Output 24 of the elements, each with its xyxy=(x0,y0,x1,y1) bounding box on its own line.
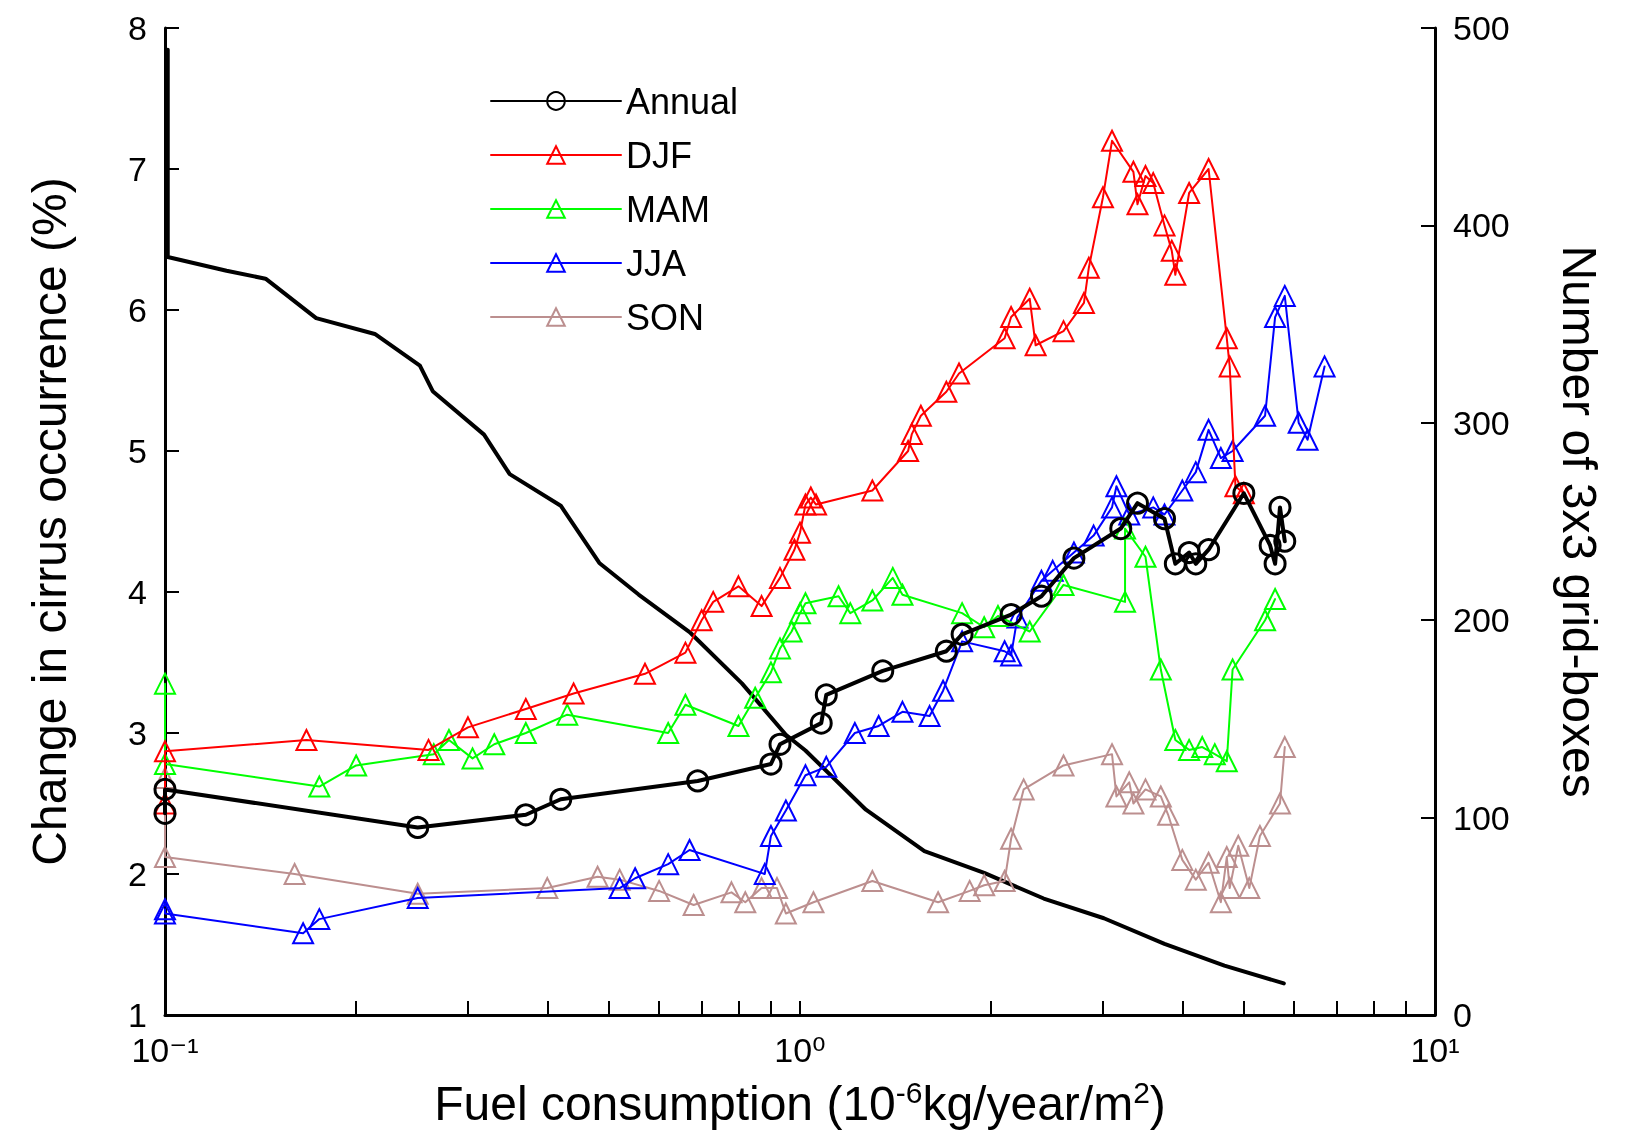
y2-tick-label: 100 xyxy=(1453,798,1510,837)
legend-label: Annual xyxy=(626,80,739,122)
legend-label: SON xyxy=(626,296,705,338)
y-axis-title: Change in cirrus occurrence (%) xyxy=(22,177,76,866)
y2-tick-label: 400 xyxy=(1453,206,1510,245)
legend-label: JJA xyxy=(626,242,687,284)
y2-tick-label: 500 xyxy=(1453,9,1510,47)
x-tick-label: 10¹ xyxy=(1410,1031,1460,1069)
y-tick-label: 1 xyxy=(128,996,147,1034)
y-tick-label: 8 xyxy=(128,9,147,47)
y-tick-label: 7 xyxy=(128,150,147,188)
y-tick-label: 4 xyxy=(128,573,147,611)
y-tick-label: 2 xyxy=(128,855,147,893)
y2-tick-label: 0 xyxy=(1453,996,1472,1034)
y2-tick-label: 300 xyxy=(1453,403,1510,442)
legend-label: DJF xyxy=(626,134,692,176)
y-tick-label: 5 xyxy=(128,432,147,470)
y-tick-label: 3 xyxy=(128,714,147,752)
x-tick-label: 10⁻¹ xyxy=(131,1031,199,1069)
legend-label: MAM xyxy=(626,188,710,230)
y2-tick-label: 200 xyxy=(1453,601,1510,640)
y2-axis-title: Number of 3x3 grid-boxes xyxy=(1552,245,1606,798)
x-tick-label: 10⁰ xyxy=(774,1031,826,1069)
y-tick-label: 6 xyxy=(128,291,147,329)
